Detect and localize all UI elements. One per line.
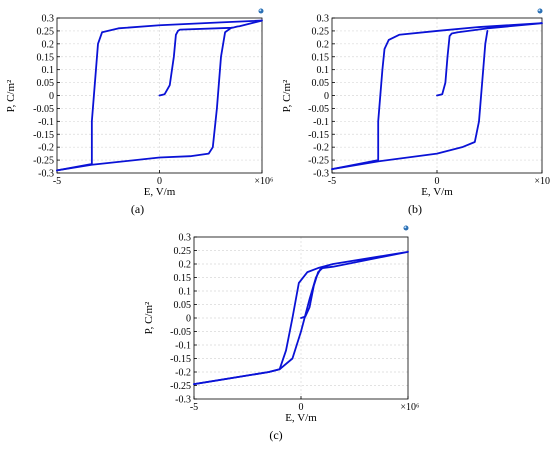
- y-tick-label: -0.3: [313, 169, 329, 180]
- y-tick-label: 0: [49, 91, 54, 102]
- hysteresis-series-1: [193, 250, 409, 386]
- y-tick-label: -0.05: [170, 327, 191, 338]
- y-tick-label: 0.05: [174, 300, 192, 311]
- x-axis-label: E, V/m: [144, 186, 176, 198]
- panel-label: (a): [131, 202, 144, 216]
- y-tick-label: -0.3: [38, 169, 54, 180]
- y-axis-label: P, C/m²: [281, 79, 293, 112]
- chart-panel-2: 0.30.25 0.2 0.15 0.1 0.05 0 -0.05 -0.1 -0.15 -0.2…: [281, 8, 550, 216]
- toolbar-dot-icon: [403, 225, 409, 231]
- y-tick-label: 0.15: [174, 273, 192, 284]
- x-multiplier-label: ×10⁶: [254, 176, 274, 187]
- y-tick-label: -0.1: [38, 117, 54, 128]
- x-multiplier-label: ×10⁶: [400, 402, 420, 413]
- x-tick-label: 0: [299, 402, 304, 413]
- y-axis-label: P, C/m²: [143, 301, 155, 334]
- x-axis-label: E, V/m: [285, 412, 317, 424]
- y-tick-label: -0.2: [175, 368, 191, 379]
- y-tick-label: -0.25: [308, 156, 329, 167]
- panel-label: (b): [408, 202, 422, 216]
- y-tick-label: 0.25: [312, 26, 330, 37]
- y-tick-label: 0.05: [312, 78, 330, 89]
- y-tick-label: 0.2: [42, 39, 55, 50]
- x-multiplier-label: ×10⁶: [534, 176, 550, 187]
- y-tick-label: -0.25: [170, 381, 191, 392]
- hysteresis-series-2: [56, 26, 233, 172]
- y-tick-label: 0.05: [37, 78, 55, 89]
- hysteresis-series-1: [56, 19, 263, 172]
- y-tick-label: -0.1: [175, 341, 191, 352]
- y-tick-label: 0.2: [317, 39, 330, 50]
- y-tick-label: -0.2: [313, 143, 329, 154]
- toolbar-dot-icon: [537, 8, 543, 14]
- y-tick-label: -0.3: [175, 395, 191, 406]
- chart-panel-3: 0.3 0.25 0.2 0.15 0.1 0.05 0 -0.05 -0.1 -0.15 -0.2…: [143, 225, 420, 442]
- y-tick-label: -0.2: [38, 143, 54, 154]
- x-axis-label: E, V/m: [421, 186, 453, 198]
- x-tick-label: 0: [157, 176, 162, 187]
- hysteresis-series-2: [331, 30, 489, 171]
- y-tick-label: 0: [186, 314, 191, 325]
- y-axis-label: P, C/m²: [5, 79, 17, 112]
- toolbar-dot-icon: [258, 8, 264, 14]
- y-tick-label: 0.25: [37, 26, 55, 37]
- y-tick-label: 0.15: [312, 52, 330, 63]
- y-tick-label: -0.15: [170, 354, 191, 365]
- y-tick-label: -0.05: [308, 104, 329, 115]
- x-tick-label: -5: [53, 176, 61, 187]
- x-tick-label: 0: [435, 176, 440, 187]
- y-tick-label: 0.1: [179, 287, 192, 298]
- y-tick-label: -0.15: [308, 130, 329, 141]
- y-tick-label: -0.1: [313, 117, 329, 128]
- y-tick-label: 0.3: [317, 14, 330, 25]
- y-tick-label: 0.1: [317, 65, 330, 76]
- y-tick-label: 0.3: [179, 233, 192, 244]
- y-tick-label: 0.15: [37, 52, 55, 63]
- panel-label: (c): [269, 428, 282, 442]
- x-tick-label: -5: [190, 402, 198, 413]
- y-tick-label: -0.05: [33, 104, 54, 115]
- y-tick-label: -0.25: [33, 156, 54, 167]
- y-tick-label: 0.1: [42, 65, 55, 76]
- y-tick-label: 0.25: [174, 246, 192, 257]
- y-tick-label: 0.3: [42, 14, 55, 25]
- chart-panel-1: 0.30.25 0.2 0.15 0.1 0.05 0 -0.05 -0.1 -0.15 -0.2…: [5, 8, 274, 216]
- x-tick-label: -5: [328, 176, 336, 187]
- y-tick-label: 0: [324, 91, 329, 102]
- hysteresis-series-2: [193, 267, 324, 386]
- hysteresis-series-1: [331, 22, 543, 171]
- y-tick-label: -0.15: [33, 130, 54, 141]
- y-tick-label: 0.2: [179, 260, 192, 271]
